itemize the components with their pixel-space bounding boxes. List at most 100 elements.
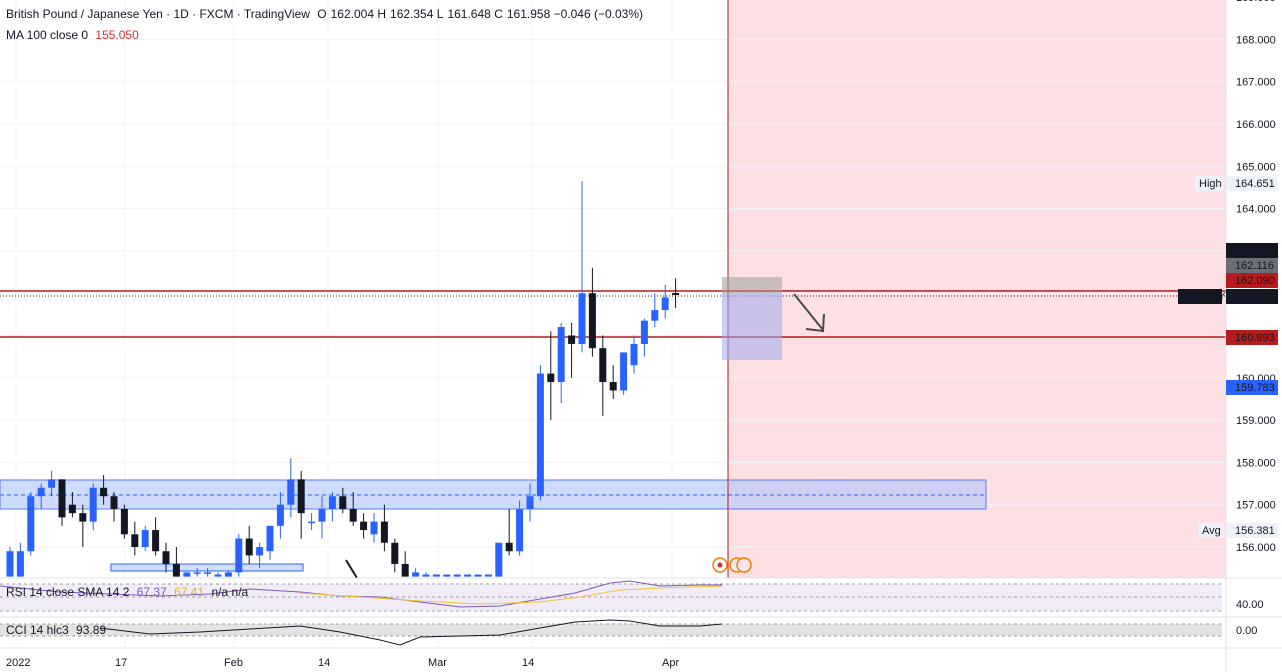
- rsi-label[interactable]: RSI 14 close SMA 14 2: [6, 585, 130, 599]
- candle-body[interactable]: [224, 572, 232, 577]
- candle-body[interactable]: [672, 293, 680, 295]
- candle-body[interactable]: [599, 348, 607, 383]
- candle-body[interactable]: [453, 574, 461, 577]
- rsi-axis-value: 40.00: [1236, 599, 1264, 611]
- candle-body[interactable]: [526, 496, 534, 509]
- candle-body[interactable]: [588, 293, 596, 349]
- candle-body[interactable]: [89, 487, 97, 522]
- candle-body[interactable]: [495, 542, 503, 577]
- candle-body[interactable]: [578, 293, 586, 344]
- cci-line[interactable]: [99, 619, 723, 646]
- candle-body[interactable]: [422, 574, 430, 577]
- grid-lines: [0, 0, 1226, 648]
- price-tag-2: 162.116: [1226, 258, 1278, 273]
- candle-body[interactable]: [183, 572, 191, 577]
- candle-body[interactable]: [547, 373, 555, 383]
- symbol-title[interactable]: British Pound / Japanese Yen · 1D · FXCM…: [6, 7, 310, 21]
- candle-body[interactable]: [308, 521, 316, 524]
- candle-body[interactable]: [339, 496, 347, 509]
- candle-body[interactable]: [193, 572, 201, 574]
- candle-body[interactable]: [266, 525, 274, 552]
- candle-body[interactable]: [79, 513, 87, 522]
- rsi-na: n/a n/a: [211, 585, 249, 599]
- flag-icon-2[interactable]: [736, 557, 752, 573]
- symbol-legend[interactable]: British Pound / Japanese Yen · 1D · FXCM…: [6, 7, 651, 21]
- candle-body[interactable]: [536, 373, 544, 497]
- candle-body[interactable]: [287, 479, 295, 505]
- candle-body[interactable]: [661, 297, 669, 311]
- cci-label[interactable]: CCI 14 hlc3: [6, 623, 69, 637]
- candle-body[interactable]: [214, 574, 222, 577]
- candle-body[interactable]: [557, 327, 565, 383]
- ma-label[interactable]: MA 100 close 0: [6, 28, 89, 42]
- target-box[interactable]: [722, 294, 782, 360]
- time-tick-label: 14: [522, 657, 534, 669]
- candle-body[interactable]: [27, 496, 35, 552]
- candle-body[interactable]: [100, 487, 108, 497]
- candle-body[interactable]: [68, 504, 76, 514]
- candle-body[interactable]: [245, 538, 253, 556]
- candle-body[interactable]: [651, 310, 659, 321]
- candle-body[interactable]: [110, 496, 118, 509]
- rsi-sma-line[interactable]: [299, 585, 723, 605]
- candle-body[interactable]: [48, 479, 56, 488]
- price-tick-label: 169.000: [1236, 0, 1276, 4]
- candle-body[interactable]: [256, 547, 264, 556]
- candle-body[interactable]: [141, 530, 149, 547]
- candle-body[interactable]: [380, 521, 388, 543]
- candle-body[interactable]: [464, 574, 472, 577]
- risk-box[interactable]: [722, 277, 782, 294]
- candle-body[interactable]: [484, 574, 492, 577]
- price-tick-label: 166.000: [1236, 119, 1276, 131]
- candle-body[interactable]: [328, 496, 336, 509]
- candle-body[interactable]: [401, 563, 409, 577]
- candle-body[interactable]: [235, 538, 243, 573]
- candle-body[interactable]: [568, 335, 576, 344]
- candle-body[interactable]: [276, 504, 284, 526]
- candle-body[interactable]: [505, 542, 513, 552]
- candle-body[interactable]: [609, 382, 617, 391]
- cci-band: [0, 624, 1222, 636]
- candle-body[interactable]: [630, 343, 638, 366]
- candle-body[interactable]: [443, 574, 451, 577]
- open-label: O: [317, 7, 327, 21]
- candle-body[interactable]: [204, 572, 212, 574]
- candle-body[interactable]: [360, 521, 368, 531]
- candle-body[interactable]: [391, 542, 399, 564]
- candle-body[interactable]: [297, 479, 305, 514]
- candle-body[interactable]: [162, 551, 170, 564]
- candle-body[interactable]: [152, 530, 160, 552]
- rsi-sma-value: 67.41: [174, 585, 205, 599]
- candle-body[interactable]: [37, 487, 45, 497]
- candle-body[interactable]: [516, 508, 524, 552]
- rsi-line[interactable]: [0, 580, 722, 608]
- rsi-legend[interactable]: RSI 14 close SMA 14 2 67.37 67.41 n/a n/…: [6, 585, 252, 599]
- candle-body[interactable]: [432, 574, 440, 577]
- candle-body[interactable]: [349, 508, 357, 522]
- time-axis[interactable]: 2022 17 Feb 14 Mar 14 Apr: [6, 657, 679, 669]
- rsi-value: 67.37: [136, 585, 167, 599]
- down-arrow-icon[interactable]: [793, 293, 825, 333]
- candle-body[interactable]: [318, 508, 326, 522]
- ma-legend[interactable]: MA 100 close 0 155.050: [6, 28, 143, 42]
- trend-line-sketch[interactable]: [345, 559, 358, 579]
- avg-tag-value: 156.381: [1235, 525, 1275, 537]
- cci-legend[interactable]: CCI 14 hlc3 93.89: [6, 623, 110, 637]
- candle-body[interactable]: [16, 551, 24, 577]
- candle-body[interactable]: [474, 574, 482, 577]
- candle-body[interactable]: [131, 534, 139, 547]
- small-zone[interactable]: [110, 563, 304, 572]
- candle-body[interactable]: [6, 551, 14, 577]
- candle-body[interactable]: [620, 352, 628, 391]
- candle-body[interactable]: [412, 572, 420, 577]
- candle-body[interactable]: [58, 479, 66, 518]
- price-tick-label: 168.000: [1236, 34, 1276, 46]
- symbol-tag-label: GBPJPY: [1182, 291, 1226, 303]
- target-tag-value: 159.783: [1235, 382, 1275, 394]
- candle-body[interactable]: [640, 320, 648, 344]
- candle-body[interactable]: [120, 508, 128, 535]
- candle-body[interactable]: [172, 563, 180, 577]
- candle-body[interactable]: [370, 521, 378, 535]
